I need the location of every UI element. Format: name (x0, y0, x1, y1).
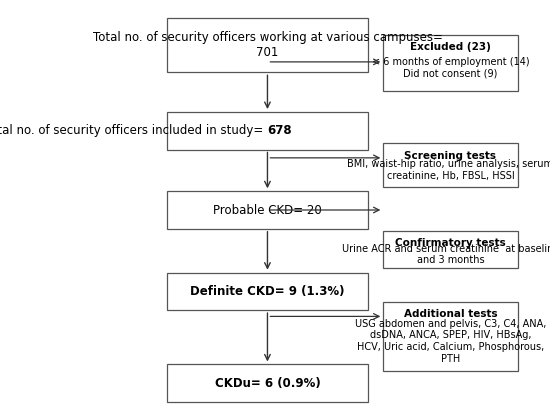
Text: Probable CKD= 20: Probable CKD= 20 (213, 204, 322, 216)
FancyBboxPatch shape (167, 273, 368, 310)
FancyBboxPatch shape (383, 231, 518, 268)
Text: USG abdomen and pelvis, C3, C4, ANA,
dsDNA, ANCA, SPEP, HIV, HBsAg,
HCV, Uric ac: USG abdomen and pelvis, C3, C4, ANA, dsD… (355, 319, 546, 364)
Text: Total no. of security officers working at various campuses=
701: Total no. of security officers working a… (92, 31, 442, 59)
FancyBboxPatch shape (167, 191, 368, 229)
Text: 678: 678 (267, 124, 292, 137)
FancyBboxPatch shape (383, 143, 518, 187)
Text: Total no. of security officers included in study=: Total no. of security officers included … (0, 124, 267, 137)
Text: Excluded (23): Excluded (23) (410, 42, 491, 52)
FancyBboxPatch shape (167, 365, 368, 402)
Text: Confirmatory tests: Confirmatory tests (395, 239, 506, 248)
Text: CKDu= 6 (0.9%): CKDu= 6 (0.9%) (214, 377, 320, 390)
Text: < 6 months of employment (14)
Did not consent (9): < 6 months of employment (14) Did not co… (372, 57, 529, 79)
Text: BMI, waist-hip ratio, urine analysis, serum
creatinine, Hb, FBSL, HSSI: BMI, waist-hip ratio, urine analysis, se… (348, 159, 550, 181)
FancyBboxPatch shape (383, 35, 518, 91)
Text: Definite CKD= 9 (1.3%): Definite CKD= 9 (1.3%) (190, 285, 345, 298)
Text: Additional tests: Additional tests (404, 309, 497, 319)
Text: Screening tests: Screening tests (404, 151, 497, 161)
FancyBboxPatch shape (167, 112, 368, 150)
FancyBboxPatch shape (383, 302, 518, 370)
FancyBboxPatch shape (167, 18, 368, 72)
Text: Urine ACR and serum creatinine  at baseline
and 3 months: Urine ACR and serum creatinine at baseli… (342, 244, 550, 265)
